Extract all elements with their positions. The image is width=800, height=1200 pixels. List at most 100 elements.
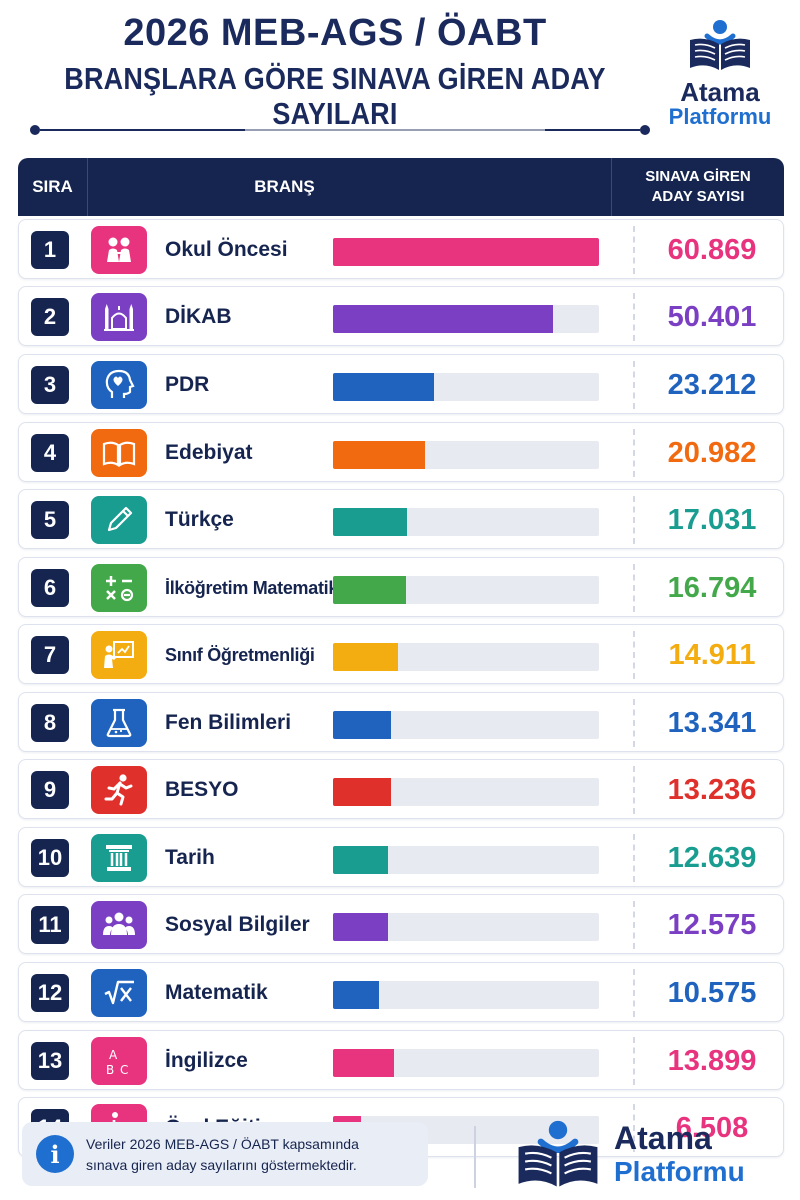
pencil-icon <box>91 496 147 544</box>
bar-track <box>333 913 599 941</box>
table-row: 7 Sınıf Öğretmenliği 14.911 <box>18 624 784 684</box>
branch-name: Fen Bilimleri <box>165 711 292 734</box>
value-label: 17.031 <box>667 503 757 536</box>
rank-badge: 9 <box>31 771 69 809</box>
row-divider <box>633 226 635 274</box>
branch-name: İngilizce <box>165 1049 248 1072</box>
separator-line-center <box>245 129 545 131</box>
bar-track <box>333 576 599 604</box>
bar-track <box>333 643 599 671</box>
page-title: 2026 MEB-AGS / ÖABT <box>123 12 547 54</box>
book-person-logo-icon <box>690 20 750 70</box>
bar-track <box>333 1049 599 1077</box>
bar-track <box>333 441 599 469</box>
table-row: 12 Matematik 10.575 <box>18 962 784 1022</box>
branch-name: PDR <box>165 373 210 396</box>
table-row: 13 A B C İngilizce 13.899 <box>18 1030 784 1090</box>
value-label: 13.236 <box>667 773 757 806</box>
branch-name: BESYO <box>165 778 239 801</box>
brand-logo-top: Atama Platformu <box>660 18 780 129</box>
bar-track <box>333 238 599 266</box>
brand-name-line1: Atama <box>680 77 760 107</box>
value-label: 13.899 <box>667 1044 757 1077</box>
table-row: 8 Fen Bilimleri 13.341 <box>18 692 784 752</box>
branch-name: Türkçe <box>165 508 234 531</box>
branch-name: DİKAB <box>165 305 232 328</box>
branch-name: Sınıf Öğretmenliği <box>165 644 315 665</box>
row-divider <box>633 1037 635 1085</box>
bar <box>333 1049 394 1077</box>
value-label: 13.341 <box>667 706 757 739</box>
bar <box>333 373 434 401</box>
group-icon <box>91 901 147 949</box>
value-label: 14.911 <box>668 638 756 671</box>
value-label: 60.869 <box>667 233 757 266</box>
value-label: 6.508 <box>675 1111 749 1144</box>
book-person-logo-icon <box>518 1120 598 1187</box>
row-divider <box>633 969 635 1017</box>
footer: i Veriler 2026 MEB-AGS / ÖABT kapsamında… <box>0 1110 800 1200</box>
bar-track <box>333 373 599 401</box>
rank-badge: 8 <box>31 704 69 742</box>
rank-badge: 3 <box>31 366 69 404</box>
header: 2026 MEB-AGS / ÖABT BRANŞLARA GÖRE SINAV… <box>0 0 800 150</box>
children-icon <box>91 226 147 274</box>
separator-line-right <box>545 129 640 131</box>
bar <box>333 846 388 874</box>
rank-badge: 13 <box>31 1042 69 1080</box>
bar <box>333 238 599 266</box>
branch-name: Sosyal Bilgiler <box>165 913 310 936</box>
svg-text:B: B <box>106 1063 114 1077</box>
row-divider <box>633 564 635 612</box>
rank-badge: 2 <box>31 298 69 336</box>
branch-name: Matematik <box>165 981 268 1004</box>
table-row: 10 Tarih 12.639 <box>18 827 784 887</box>
rank-badge: 5 <box>31 501 69 539</box>
bar-track <box>333 711 599 739</box>
rank-badge: 6 <box>31 569 69 607</box>
separator-dot-right <box>640 125 650 135</box>
separator-line-left <box>40 129 245 131</box>
value-label: 12.575 <box>667 908 757 941</box>
rank-badge: 11 <box>31 906 69 944</box>
column-icon <box>91 834 147 882</box>
branch-name: Okul Öncesi <box>165 238 288 261</box>
row-divider <box>633 496 635 544</box>
table-row: 3 PDR 23.212 <box>18 354 784 414</box>
page-subtitle: BRANŞLARA GÖRE SINAVA GİREN ADAY SAYILAR… <box>64 62 606 131</box>
table-row: 2 DİKAB 50.401 <box>18 286 784 346</box>
bar <box>333 981 379 1009</box>
row-divider <box>633 293 635 341</box>
branch-name: Edebiyat <box>165 441 253 464</box>
table-header: SIRA BRANŞ SINAVA GİREN ADAY SAYISI <box>18 158 784 216</box>
info-note-text: Veriler 2026 MEB-AGS / ÖABT kapsamında s… <box>86 1134 420 1176</box>
branch-name: İlköğretim Matematik <box>165 577 339 598</box>
bar <box>333 441 425 469</box>
row-divider <box>633 631 635 679</box>
value-label: 20.982 <box>667 436 757 469</box>
table-row: 6 İlköğretim Matematik 16.794 <box>18 557 784 617</box>
footer-divider <box>474 1126 476 1188</box>
table-row: 5 Türkçe 17.031 <box>18 489 784 549</box>
bar-track <box>333 305 599 333</box>
svg-text:C: C <box>120 1063 128 1077</box>
sqrt-icon <box>91 969 147 1017</box>
column-header-rank: SIRA <box>18 158 88 216</box>
column-header-count-line1: SINAVA GİREN <box>645 167 751 185</box>
column-header-count-line2: ADAY SAYISI <box>651 188 745 205</box>
rank-badge: 7 <box>31 636 69 674</box>
row-divider <box>633 834 635 882</box>
bar-track <box>333 981 599 1009</box>
value-label: 16.794 <box>667 571 757 604</box>
svg-text:A: A <box>109 1048 118 1062</box>
table-row: 1 Okul Öncesi 60.869 <box>18 219 784 279</box>
mosque-icon <box>91 293 147 341</box>
open-book-icon <box>91 429 147 477</box>
table-row: 4 Edebiyat 20.982 <box>18 422 784 482</box>
column-header-count: SINAVA GİREN ADAY SAYISI <box>612 158 784 216</box>
row-divider <box>633 901 635 949</box>
info-note-line2: sınava giren aday sayılarını göstermekte… <box>86 1157 357 1173</box>
bar <box>333 508 407 536</box>
bar <box>333 643 398 671</box>
